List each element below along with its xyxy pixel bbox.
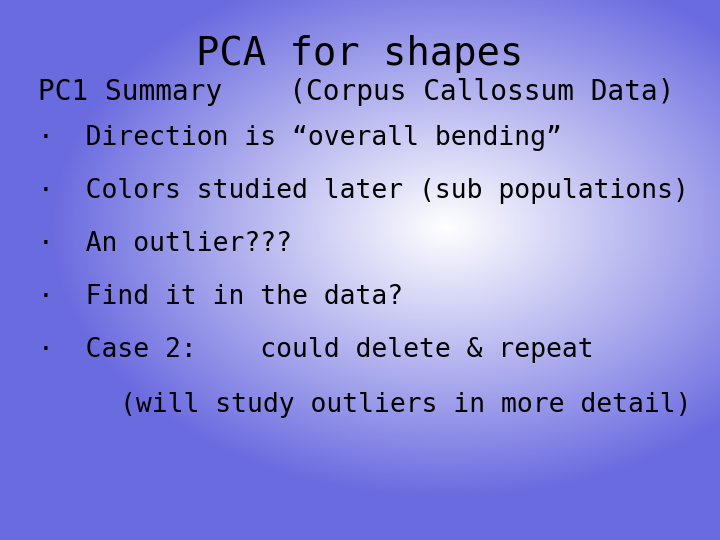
Text: ·  Case 2:    could delete & repeat: · Case 2: could delete & repeat bbox=[38, 337, 593, 363]
Text: ·  Direction is “overall bending”: · Direction is “overall bending” bbox=[38, 125, 562, 151]
Text: ·  Find it in the data?: · Find it in the data? bbox=[38, 284, 403, 310]
Text: ·  Colors studied later (sub populations): · Colors studied later (sub populations) bbox=[38, 178, 689, 204]
Text: PCA for shapes: PCA for shapes bbox=[197, 35, 523, 73]
Text: ·  An outlier???: · An outlier??? bbox=[38, 231, 292, 257]
Text: PC1 Summary    (Corpus Callossum Data): PC1 Summary (Corpus Callossum Data) bbox=[38, 78, 675, 106]
Text: (will study outliers in more detail): (will study outliers in more detail) bbox=[120, 392, 691, 418]
